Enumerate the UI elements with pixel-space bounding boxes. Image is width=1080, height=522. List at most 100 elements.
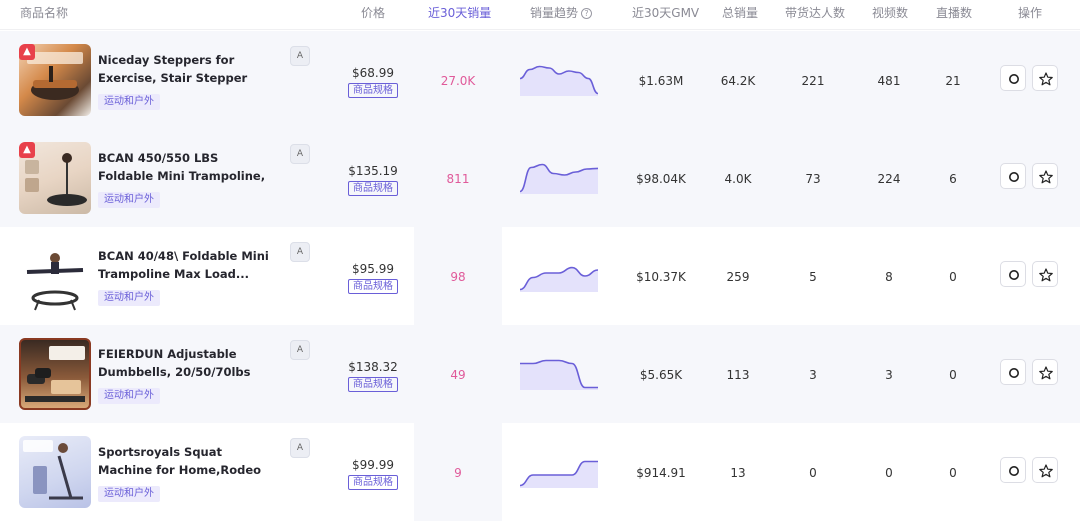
table-row[interactable]: Sportsroyals Squat Machine for Home,Rode… <box>0 423 1080 521</box>
product-image[interactable] <box>19 240 91 312</box>
sales-trend-chart <box>520 163 598 194</box>
lives-value: 6 <box>949 172 957 186</box>
videos-value: 0 <box>885 466 893 480</box>
table-row[interactable]: ▲ Niceday Steppers for Exercise, Stair S… <box>0 31 1080 129</box>
total-sales-value: 4.0K <box>724 172 752 186</box>
thumbs-up-icon: ▲ <box>19 44 35 60</box>
product-image[interactable] <box>19 436 91 508</box>
category-tag[interactable]: 运动和户外 <box>98 388 160 404</box>
product-image[interactable]: ▲ <box>19 142 91 214</box>
gmv-value: $10.37K <box>636 270 686 284</box>
col-total-sales[interactable]: 总销量 <box>722 6 759 20</box>
lives-value: 0 <box>949 466 957 480</box>
spec-button[interactable]: 商品规格 <box>348 181 398 196</box>
product-title[interactable]: Niceday Steppers for Exercise, Stair Ste… <box>98 53 248 85</box>
star-icon[interactable] <box>1032 457 1058 483</box>
product-image[interactable] <box>19 338 91 410</box>
product-image-art <box>27 52 83 100</box>
creators-value: 3 <box>809 368 817 382</box>
table-header: 商品名称 价格 近30天销量 销量趋势? 近30天GMV 总销量 带货达人数 视… <box>0 0 1080 30</box>
circle-icon-shape <box>1009 74 1019 84</box>
sales-30d-value: 27.0K <box>440 74 476 88</box>
trend-line <box>520 359 598 389</box>
sales-30d-value: 98 <box>450 270 466 284</box>
circle-icon[interactable] <box>1000 359 1026 385</box>
category-tag[interactable]: 运动和户外 <box>98 192 160 208</box>
videos-value: 3 <box>885 368 893 382</box>
col-product-name: 商品名称 <box>20 6 69 20</box>
circle-icon[interactable] <box>1000 261 1026 287</box>
col-sales-trend-label: 销量趋势 <box>530 6 579 20</box>
spec-button[interactable]: 商品规格 <box>348 475 398 490</box>
category-tag[interactable]: 运动和户外 <box>98 290 160 306</box>
product-image[interactable]: ▲ <box>19 44 91 116</box>
table-row[interactable]: FEIERDUN Adjustable Dumbbells, 20/50/70l… <box>0 325 1080 423</box>
gmv-value: $914.91 <box>636 466 686 480</box>
circle-icon-shape <box>1009 368 1019 378</box>
circle-icon[interactable] <box>1000 457 1026 483</box>
total-sales-value: 259 <box>726 270 750 284</box>
table-row[interactable]: BCAN 40/48\ Foldable Mini Trampoline Max… <box>0 227 1080 325</box>
product-title[interactable]: BCAN 450/550 LBS Foldable Mini Trampolin… <box>98 151 266 183</box>
creators-value: 5 <box>809 270 817 284</box>
sales-30d-value: 49 <box>450 368 466 382</box>
circle-icon-shape <box>1009 466 1019 476</box>
creators-value: 73 <box>805 172 821 186</box>
col-price[interactable]: 价格 <box>361 6 386 20</box>
product-image-art <box>25 346 85 402</box>
translate-icon[interactable]: A <box>290 438 310 458</box>
circle-icon-shape <box>1009 172 1019 182</box>
col-videos[interactable]: 视频数 <box>872 6 909 20</box>
col-sales-30d[interactable]: 近30天销量 <box>428 6 492 20</box>
product-title[interactable]: Sportsroyals Squat Machine for Home,Rode… <box>98 445 262 477</box>
col-creators[interactable]: 带货达人数 <box>785 6 846 20</box>
sales-trend-chart <box>520 266 598 292</box>
col-sales-trend: 销量趋势? <box>530 4 593 21</box>
circle-icon[interactable] <box>1000 163 1026 189</box>
gmv-value: $5.65K <box>639 368 683 382</box>
row-background <box>502 423 1080 521</box>
product-image-art <box>23 440 83 500</box>
star-icon[interactable] <box>1032 359 1058 385</box>
star-icon[interactable] <box>1032 261 1058 287</box>
translate-icon[interactable]: A <box>290 242 310 262</box>
sales-trend-chart <box>520 359 598 390</box>
spec-button[interactable]: 商品规格 <box>348 83 398 98</box>
creators-value: 0 <box>809 466 817 480</box>
circle-icon-shape <box>1009 270 1019 280</box>
star-icon[interactable] <box>1032 163 1058 189</box>
col-actions: 操作 <box>1018 6 1043 20</box>
trend-line <box>520 65 598 95</box>
star-icon-shape <box>1039 464 1053 478</box>
price-value: $135.19 <box>348 164 398 178</box>
sales-30d-value: 811 <box>446 172 470 186</box>
row-background <box>414 227 502 325</box>
trend-line <box>520 266 598 291</box>
circle-icon[interactable] <box>1000 65 1026 91</box>
spec-button[interactable]: 商品规格 <box>348 279 398 294</box>
spec-button[interactable]: 商品规格 <box>348 377 398 392</box>
col-lives[interactable]: 直播数 <box>936 6 973 20</box>
videos-value: 481 <box>877 74 901 88</box>
product-image-art <box>26 253 84 311</box>
help-icon[interactable]: ? <box>581 8 593 19</box>
sales-trend-chart <box>520 65 598 96</box>
star-icon[interactable] <box>1032 65 1058 91</box>
videos-value: 8 <box>885 270 893 284</box>
row-background <box>414 423 502 521</box>
category-tag[interactable]: 运动和户外 <box>98 486 160 502</box>
col-gmv-30d[interactable]: 近30天GMV <box>632 6 700 20</box>
trend-line <box>520 460 598 487</box>
translate-icon[interactable]: A <box>290 144 310 164</box>
videos-value: 224 <box>877 172 901 186</box>
table-row[interactable]: ▲ BCAN 450/550 LBS Foldable Mini Trampol… <box>0 129 1080 227</box>
sales-trend-chart <box>520 460 598 488</box>
translate-icon[interactable]: A <box>290 46 310 66</box>
product-title[interactable]: BCAN 40/48\ Foldable Mini Trampoline Max… <box>98 249 269 281</box>
sales-30d-value: 9 <box>454 466 462 480</box>
star-icon-shape <box>1039 366 1053 380</box>
product-title[interactable]: FEIERDUN Adjustable Dumbbells, 20/50/70l… <box>98 347 251 379</box>
translate-icon[interactable]: A <box>290 340 310 360</box>
category-tag[interactable]: 运动和户外 <box>98 94 160 110</box>
price-value: $95.99 <box>352 262 394 276</box>
